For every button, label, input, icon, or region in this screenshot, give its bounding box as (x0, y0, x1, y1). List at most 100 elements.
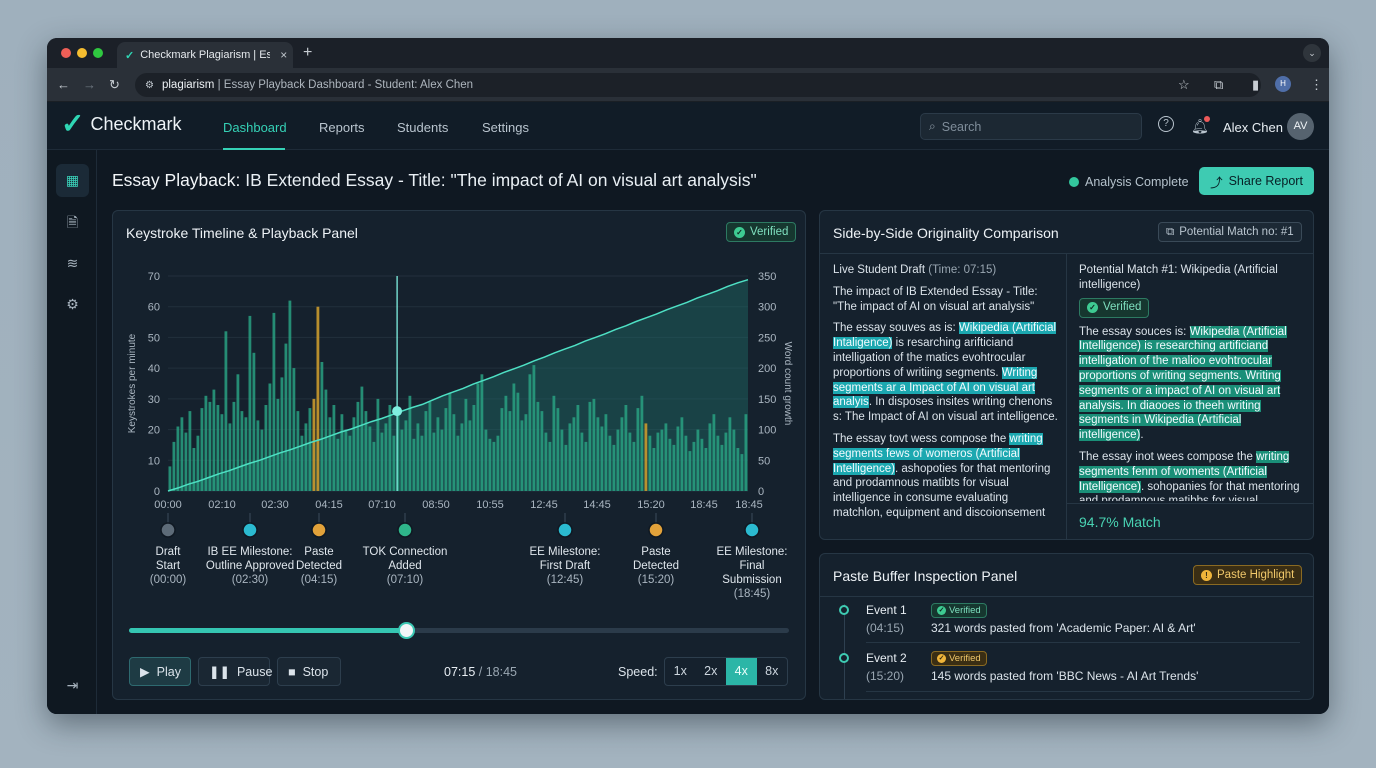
keystroke-bar (408, 395, 412, 491)
user-name[interactable]: Alex Chen (1223, 120, 1283, 135)
milestone-time: (18:45) (733, 588, 771, 600)
keystroke-bar (540, 411, 544, 491)
speed-4x[interactable]: 4x (726, 658, 757, 685)
keystroke-bar (316, 306, 320, 491)
keystroke-bar (252, 352, 256, 491)
keystroke-bar (192, 448, 196, 491)
nav-settings[interactable]: Settings (482, 120, 529, 135)
source-text: The essay souces is: (1079, 325, 1190, 338)
keystroke-bar (680, 417, 684, 491)
search-box: ⌕ (920, 113, 1142, 140)
keystroke-bar (396, 414, 400, 491)
source-verified-badge: ✓ Verified (1079, 297, 1150, 318)
logo[interactable]: ✓ Checkmark (61, 110, 182, 138)
event-description[interactable]: 321 words pasted from 'Academic Paper: A… (931, 621, 1196, 635)
y2-axis-title: Word count growth (782, 342, 793, 426)
browser-tab[interactable]: ✓ Checkmark Plagiarism | Essay Playback … (117, 42, 293, 68)
potential-match-badge: ⧉ Potential Match no: #1 (1158, 222, 1302, 242)
stop-button[interactable]: ■ Stop (277, 657, 341, 686)
nav-reports[interactable]: Reports (319, 120, 365, 135)
browser-menu-icon[interactable]: ⋮ (1310, 77, 1323, 92)
forward-icon[interactable]: → (83, 77, 96, 92)
side-panel-icon[interactable]: ▮ (1252, 77, 1260, 92)
keystroke-bar (292, 368, 296, 491)
analysis-status: Analysis Complete (1069, 175, 1189, 189)
total-time: / 18:45 (478, 665, 517, 679)
nav-dashboard[interactable]: Dashboard (223, 120, 287, 135)
originality-comparison-panel: Side-by-Side Originality Comparison ⧉ Po… (819, 210, 1314, 540)
close-window-button[interactable] (61, 48, 71, 58)
keystroke-bar (744, 414, 748, 491)
keystroke-bar (612, 444, 616, 491)
keystroke-bar (472, 405, 476, 491)
new-tab-icon[interactable]: + (303, 44, 313, 61)
keystroke-bar (332, 405, 336, 491)
back-icon[interactable]: ← (57, 77, 70, 92)
sidebar-logout-icon[interactable]: ⇥ (66, 677, 79, 693)
share-report-button[interactable]: ⤴ Share Report (1199, 167, 1314, 195)
event-description[interactable]: 145 words pasted from 'BBC News - AI Art… (931, 669, 1199, 683)
playback-scrubber-track[interactable] (129, 622, 789, 639)
keystroke-bar (648, 435, 652, 491)
sidebar-settings-gear-icon[interactable]: ⚙ (66, 296, 79, 312)
keystroke-bar (592, 398, 596, 491)
milestone-label: TOK Connection Added (07:10) (350, 545, 460, 587)
keystroke-bar (476, 383, 480, 491)
notifications-bell-icon[interactable]: 🔔︎ (1191, 118, 1209, 134)
keystroke-bar (536, 401, 540, 491)
pause-button[interactable]: ❚❚ Pause (198, 657, 272, 686)
keystroke-bar (172, 441, 176, 491)
tab-search-chevron-icon[interactable]: ⌄ (1303, 44, 1321, 62)
paste-highlight-label: Paste Highlight (1217, 569, 1295, 581)
playback-scrubber-handle[interactable] (398, 622, 416, 639)
keystroke-bar (384, 423, 388, 491)
check-circle-icon: ✓ (1087, 302, 1098, 314)
keystroke-bar (740, 454, 744, 491)
url-field[interactable]: ⚙ plagiarism | Essay Playback Dashboard … (135, 73, 1261, 97)
keystroke-bar (324, 389, 328, 491)
milestone-marker (744, 522, 760, 538)
event-badge-label: Verified (949, 605, 981, 616)
keystroke-bar (168, 466, 172, 491)
keystroke-bar (544, 432, 548, 491)
source-match-column: Potential Match #1: Wikipedia (Artificia… (1079, 263, 1305, 501)
keystroke-bar (424, 411, 428, 491)
close-tab-icon[interactable]: × (280, 48, 288, 62)
bookmark-star-icon[interactable]: ☆ (1178, 77, 1190, 92)
page-title-rest: IB Extended Essay - Title: "The impact o… (240, 170, 757, 190)
maximize-window-button[interactable] (93, 48, 103, 58)
sidebar-layers-icon[interactable]: ≋ (66, 255, 79, 271)
milestone-name: TOK Connection Added (362, 546, 448, 572)
keystroke-bar (676, 426, 680, 491)
speed-1x[interactable]: 1x (673, 664, 687, 678)
profile-icon[interactable]: H (1275, 76, 1291, 92)
keystroke-bar (492, 441, 496, 491)
extensions-icon[interactable]: ⧉ (1214, 77, 1224, 92)
site-settings-icon[interactable]: ⚙ (145, 79, 154, 91)
minimize-window-button[interactable] (77, 48, 87, 58)
help-icon[interactable]: ? (1158, 116, 1174, 132)
nav-students[interactable]: Students (397, 120, 449, 135)
keystroke-bar (528, 374, 532, 491)
event-timeline-line (844, 604, 845, 699)
y-tick-label: 0 (154, 486, 160, 498)
speed-2x[interactable]: 2x (704, 664, 718, 678)
keystroke-bar (584, 441, 588, 491)
keystroke-bar (628, 432, 632, 491)
milestone-name: EE Milestone: Final Submission (716, 546, 788, 586)
reload-icon[interactable]: ↻ (109, 77, 120, 92)
keystroke-bar (420, 435, 424, 491)
search-input[interactable] (941, 119, 1112, 134)
brand-name: Checkmark (90, 113, 182, 134)
sidebar-dashboard-icon[interactable]: ▦ (56, 164, 89, 197)
keystroke-bar (208, 401, 212, 491)
matched-highlight[interactable]: Wikipedia (Artificial Intelligence) is r… (1079, 325, 1287, 442)
avatar[interactable]: AV (1287, 113, 1314, 140)
keystroke-bar (532, 365, 536, 491)
speed-8x[interactable]: 8x (765, 664, 779, 678)
sidebar-document-icon[interactable]: 🗎︎ (66, 214, 79, 230)
source-paragraph: The essay inot wees compose the writing … (1079, 450, 1305, 501)
page-title: Essay Playback: IB Extended Essay - Titl… (112, 170, 757, 191)
keystroke-bar (364, 411, 368, 491)
play-button[interactable]: ▶ Play (129, 657, 191, 686)
